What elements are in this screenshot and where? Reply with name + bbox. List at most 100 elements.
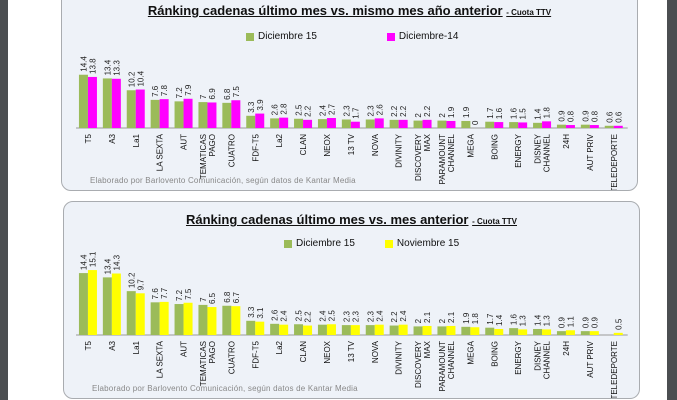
chart-panel-year-comparison: Ránking cadenas último mes vs. mismo mes… [61, 0, 638, 191]
bar-diciembre-15 [150, 302, 160, 335]
bar-diciembre-14 [183, 98, 193, 128]
category-label: 24H [562, 134, 571, 149]
bar-noviembre-15 [87, 270, 97, 335]
bar-diciembre-15 [126, 90, 136, 128]
bar-diciembre-14 [398, 119, 408, 128]
bar-diciembre-15 [509, 122, 519, 128]
data-label: 2.5 [295, 310, 304, 322]
category-label: PAGO [208, 341, 217, 364]
bar-diciembre-15 [294, 324, 304, 335]
bar-diciembre-14 [303, 119, 313, 128]
category-label: CHANNEL [447, 340, 456, 379]
category-label: DIVINITY [395, 340, 404, 374]
bar-diciembre-15 [126, 291, 136, 335]
category-label: PAGO [208, 134, 217, 157]
data-label: 2.4 [280, 310, 289, 322]
data-label: 1.4 [534, 108, 543, 120]
data-label: 14.3 [112, 254, 121, 270]
category-label: CHANNEL [447, 133, 456, 172]
chart-subtitle: - Cuota TTV [506, 8, 552, 17]
bar-diciembre-15 [389, 325, 399, 335]
data-label: 1.3 [543, 315, 552, 327]
bar-diciembre-15 [413, 326, 423, 335]
category-label: La2 [275, 340, 284, 354]
category-label: TEMATICAS [199, 134, 208, 179]
bar-diciembre-15 [604, 125, 614, 128]
bar-diciembre-15 [389, 119, 399, 128]
category-label: CLAN [299, 134, 308, 156]
bar-diciembre-15 [533, 122, 543, 128]
chart-title: Ránking cadenas último mes vs. mes anter… [64, 212, 639, 227]
data-label: 6.8 [223, 88, 232, 100]
data-label: 2.4 [318, 104, 327, 116]
bar-noviembre-15 [422, 325, 432, 335]
bar-noviembre-15 [183, 302, 193, 335]
data-label: 2.5 [295, 104, 304, 116]
category-label: NOVA [371, 340, 380, 363]
bar-diciembre-15 [580, 331, 590, 335]
category-label: BOING [490, 134, 499, 160]
legend-label: Noviembre 15 [396, 238, 460, 249]
data-label: 10.2 [127, 71, 136, 87]
bar-noviembre-15 [374, 324, 384, 335]
data-label: 1.4 [534, 314, 543, 326]
data-label: 2.6 [375, 104, 384, 116]
data-label: 13.4 [103, 59, 112, 75]
data-label: 7.8 [160, 84, 169, 96]
bar-diciembre-15 [413, 120, 423, 128]
data-label: 1.7 [486, 107, 495, 119]
legend-label: Diciembre 15 [258, 31, 317, 42]
data-label: 1.9 [462, 312, 471, 324]
category-label: T5 [84, 340, 93, 350]
bar-noviembre-15 [135, 293, 145, 335]
bar-diciembre-14 [255, 113, 265, 128]
data-label: 6.8 [223, 291, 232, 303]
bar-diciembre-15 [294, 118, 304, 128]
bar-diciembre-14 [494, 122, 504, 128]
data-label: 2.1 [447, 311, 456, 323]
bar-chart-plot: 14.4 13.8 T5 13.4 13.3 A3 10.2 10.4 La1 7.6 7.8 LA … [76, 56, 628, 190]
category-label: CLAN [299, 341, 308, 363]
category-label: AUT [180, 134, 189, 150]
bar-diciembre-15 [222, 305, 232, 335]
bar-diciembre-15 [150, 99, 160, 128]
category-label: CUATRO [227, 134, 236, 167]
category-label: A3 [108, 133, 117, 143]
category-label: NOVA [371, 133, 380, 156]
bar-diciembre-15 [317, 324, 327, 335]
legend-item: Diciembre 15 [284, 238, 355, 249]
category-label: ENERGY [514, 133, 523, 167]
category-label: TELEDEPORTE [610, 134, 619, 190]
bar-diciembre-15 [461, 120, 471, 128]
bar-diciembre-14 [159, 99, 169, 128]
data-label: 2.2 [423, 105, 432, 117]
bar-diciembre-14 [589, 125, 599, 128]
data-label: 0.9 [581, 110, 590, 122]
bar-noviembre-15 [565, 330, 575, 335]
category-label: MEGA [466, 340, 475, 364]
category-label: DISCOVERY [414, 133, 423, 181]
bar-diciembre-15 [78, 273, 88, 335]
bar-diciembre-15 [533, 328, 543, 335]
bar-diciembre-15 [437, 120, 447, 128]
category-label: La1 [132, 340, 141, 354]
category-label: T5 [84, 133, 93, 143]
data-label: 2.3 [366, 310, 375, 322]
bar-diciembre-14 [326, 118, 336, 128]
data-label: 2 [414, 113, 423, 118]
data-label: 1.4 [495, 314, 504, 326]
data-label: 1.7 [486, 313, 495, 325]
bar-diciembre-15 [341, 119, 351, 128]
category-label: A3 [108, 340, 117, 350]
data-label: 0.9 [557, 316, 566, 328]
category-label: NEOX [323, 133, 332, 156]
data-label: 2.2 [304, 311, 313, 323]
legend-label: Diciembre-14 [398, 31, 459, 42]
legend: Diciembre 15 Diciembre-14 [246, 31, 458, 42]
data-label: 2.6 [271, 309, 280, 321]
legend-swatch [384, 239, 393, 248]
bar-noviembre-15 [303, 325, 313, 335]
data-label: 0.9 [590, 316, 599, 328]
data-label: 3.1 [256, 307, 265, 319]
data-label: 0.6 [614, 111, 623, 123]
